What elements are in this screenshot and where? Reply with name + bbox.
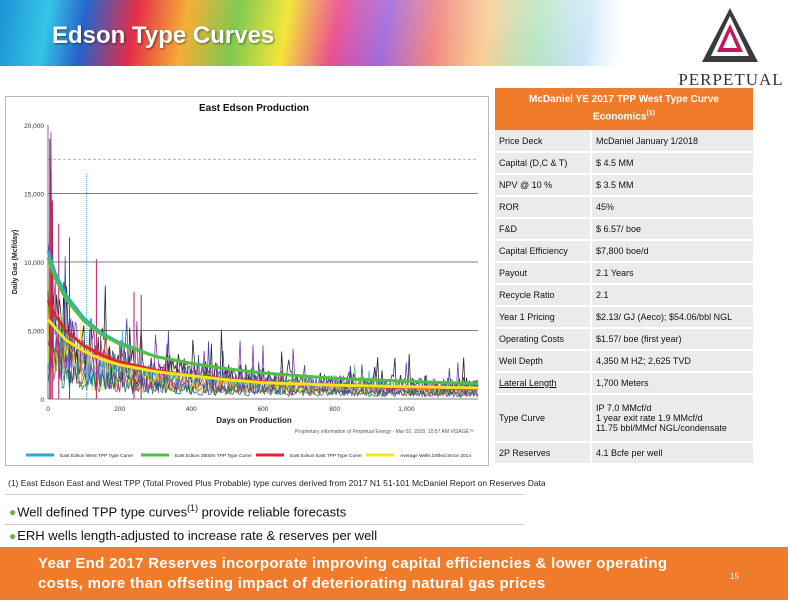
production-chart-svg: East Edson Production Days on Production D… [12,103,479,459]
economics-table-row: Year 1 Pricing $2.13/ GJ (Aeco); $54.06/b… [495,306,753,329]
row-label: Year 1 Pricing [495,306,592,329]
logo-wordmark: PERPETUAL [678,70,784,89]
footnote: (1) East Edson East and West TPP (Total … [8,478,546,488]
type-curve-line [46,257,479,385]
row-label: F&D [495,218,592,241]
economics-table-row: Well Depth 4,350 M HZ; 2,625 TVD [495,350,753,373]
economics-table-row: 2P Reserves 4.1 Bcfe per well [495,442,753,465]
row-value-line: 1 year exit rate 1.9 MMcf/d [596,413,703,423]
row-value-line: IP 7.0 MMcf/d [596,403,652,413]
footer-message: Year End 2017 Reserves incorporate impro… [38,555,668,592]
well-data-line [47,339,479,399]
row-label: 2P Reserves [495,442,592,465]
x-tick-label: 1,000 [398,406,415,413]
x-tick-label: 200 [114,406,125,413]
row-value: 4.1 Bcfe per well [591,442,753,465]
bullet-text: Well defined TPP type curves [17,504,188,520]
row-value: IP 7.0 MMcf/d 1 year exit rate 1.9 MMcf/d… [591,394,753,443]
economics-table-row: Capital (D,C & T) $ 4.5 MM [495,152,753,175]
row-label: Capital Efficiency [495,240,592,263]
row-value: $2.13/ GJ (Aeco); $54.06/bbl NGL [591,306,753,329]
row-label: Capital (D,C & T) [495,152,592,175]
x-tick-label: 0 [46,406,50,413]
bullet-text: ERH wells length-adjusted to increase ra… [17,528,378,543]
y-tick-label: 5,000 [28,329,45,336]
x-tick-label: 600 [258,406,269,413]
economics-table-row: Price Deck McDaniel January 1/2018 [495,130,753,153]
row-value: 1,700 Meters [591,372,753,395]
economics-table-row: Operating Costs $1.57/ boe (first year) [495,328,753,351]
economics-table-row: ROR 45% [495,196,753,219]
x-tick-label: 400 [186,406,197,413]
legend-label: East Edson East TPP Type Curve [290,453,362,459]
row-label: Recycle Ratio [495,284,592,307]
economics-table-row: Type Curve IP 7.0 MMcf/d 1 year exit rate … [495,394,753,443]
legend-label: East Edson West TPP Type Curve [60,453,133,459]
page-number: 15 [730,572,739,581]
row-value: $1.57/ boe (first year) [591,328,753,351]
company-logo: PERPETUAL ENERGY INC. [676,6,786,98]
row-value: $ 4.5 MM [591,152,753,175]
header-banner [0,0,620,66]
row-value: McDaniel January 1/2018 [591,130,753,153]
bullet-divider [5,494,525,495]
row-value: 2.1 Years [591,262,753,285]
row-value: $ 6.57/ boe [591,218,753,241]
y-tick-label: 0 [40,397,44,404]
row-value: 4,350 M HZ; 2,625 TVD [591,350,753,373]
economics-table-title: McDaniel YE 2017 TPP West Type Curve Eco… [529,94,719,123]
economics-table-row: Payout 2.1 Years [495,262,753,285]
bullet-item: ●ERH wells length-adjusted to increase r… [5,524,525,546]
economics-table-note: (1) [646,110,655,118]
y-tick-label: 20,000 [24,123,44,130]
legend-label: East Edson 2500m TPP Type Curve [175,453,252,459]
legend-label: Average Wells Drilled Since 2014 [400,453,471,459]
type-curve-line [46,318,479,390]
row-label: Well Depth [495,350,592,373]
well-data-line [47,256,479,397]
y-axis-label: Daily Gas (Mcf/day) [12,230,19,295]
row-label: Price Deck [495,130,592,153]
row-label: ROR [495,196,592,219]
economics-table-row: F&D $ 6.57/ boe [495,218,753,241]
row-value-line: 11.75 bbl/MMcf NGL/condensate [596,423,727,433]
row-value: 45% [591,196,753,219]
production-chart: East Edson Production Days on Production D… [5,96,489,466]
footer-bar [0,547,788,600]
row-label: NPV @ 10 % [495,174,592,197]
economics-table-row: Recycle Ratio 2.1 [495,284,753,307]
bullet-dot-icon: ● [9,529,17,543]
bullet-text-continued: provide reliable forecasts [198,504,347,520]
bullet-dot-icon: ● [9,505,17,520]
x-axis-label: Days on Production [216,416,292,425]
chart-watermark: Proprietary information of Perpetual Ene… [295,429,474,435]
y-tick-label: 15,000 [24,192,44,199]
row-label: Lateral Length [495,372,592,395]
row-value: $ 3.5 MM [591,174,753,197]
logo-subtext: ENERGY INC. [703,90,759,96]
row-label: Payout [495,262,592,285]
row-value: 2.1 [591,284,753,307]
economics-table: McDaniel YE 2017 TPP West Type Curve Eco… [495,88,753,465]
row-label: Type Curve [495,394,592,443]
logo-triangle-icon [702,8,758,62]
chart-title: East Edson Production [199,103,309,114]
bullet-item: ●Well defined TPP type curves(1) provide… [5,497,525,519]
economics-table-row: Capital Efficiency $7,800 boe/d [495,240,753,263]
x-tick-label: 800 [329,406,340,413]
bullet-footnote-ref: (1) [187,503,199,513]
economics-table-row: NPV @ 10 % $ 3.5 MM [495,174,753,197]
y-tick-label: 10,000 [24,260,44,267]
economics-table-row: Lateral Length 1,700 Meters [495,372,753,395]
row-label: Operating Costs [495,328,592,351]
row-value: $7,800 boe/d [591,240,753,263]
economics-table-header: McDaniel YE 2017 TPP West Type Curve Eco… [495,88,753,130]
page-title: Edson Type Curves [52,22,275,49]
well-data-line [47,337,479,399]
